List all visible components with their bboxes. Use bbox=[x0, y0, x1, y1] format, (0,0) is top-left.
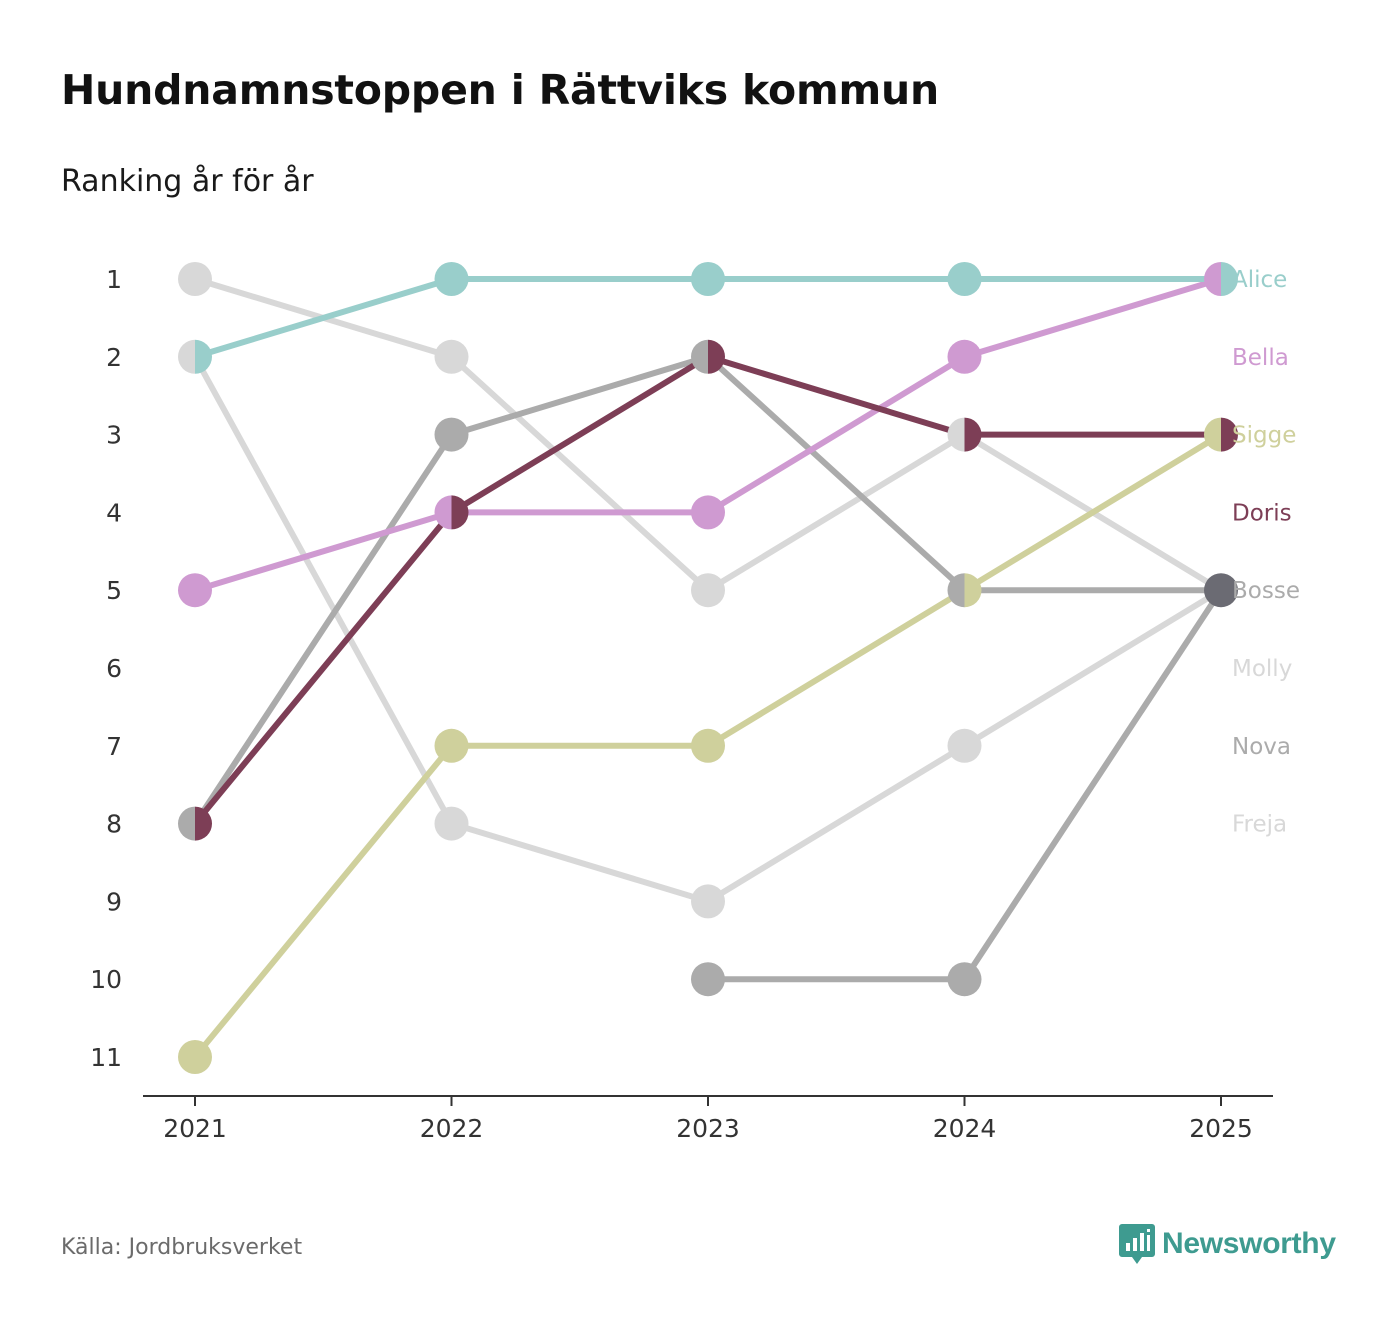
end-labels: Alice Bella Sigge Doris Bosse Molly Nova Freja bbox=[1232, 267, 1300, 838]
data-point-2023-rank-5 bbox=[691, 573, 725, 608]
brand-logo[interactable]: Newsworthy bbox=[1118, 1222, 1336, 1266]
y-tick-label-4: 4 bbox=[106, 498, 122, 527]
y-tick-label-2: 2 bbox=[106, 343, 122, 372]
end-label-bella: Bella bbox=[1232, 345, 1289, 371]
data-point-2025-rank-3 bbox=[1204, 417, 1238, 452]
y-tick-label-6: 6 bbox=[106, 654, 122, 683]
data-point-2021-rank-1 bbox=[178, 262, 212, 296]
data-point-2021-rank-2 bbox=[178, 339, 212, 374]
data-point-2021-rank-11 bbox=[178, 1040, 212, 1074]
series-line-nova bbox=[705, 587, 1224, 983]
source-note: Källa: Jordbruksverket bbox=[61, 1235, 303, 1260]
end-label-molly: Molly bbox=[1232, 656, 1292, 682]
data-point-2024-rank-7 bbox=[947, 728, 982, 763]
series-lines bbox=[192, 276, 1224, 1060]
y-tick-label-8: 8 bbox=[106, 810, 122, 839]
data-point-2024-rank-5 bbox=[947, 573, 982, 608]
data-point-2024-rank-2 bbox=[947, 339, 982, 374]
bar-chart-speech-bubble-icon bbox=[1119, 1224, 1155, 1264]
x-tick-label-2021: 2021 bbox=[163, 1114, 227, 1143]
chart-subtitle: Ranking år för år bbox=[61, 164, 314, 199]
data-point-2021-rank-8 bbox=[178, 806, 212, 841]
end-label-freja: Freja bbox=[1232, 812, 1287, 838]
end-label-alice: Alice bbox=[1232, 267, 1287, 293]
x-tick-label-2022: 2022 bbox=[420, 1114, 484, 1143]
data-point-2022-rank-1 bbox=[434, 262, 469, 296]
data-point-2023-rank-4 bbox=[691, 495, 725, 530]
end-label-bosse: Bosse bbox=[1232, 578, 1300, 604]
data-point-2022-rank-8 bbox=[434, 806, 469, 841]
y-tick-label-7: 7 bbox=[106, 732, 122, 761]
data-point-2024-rank-1 bbox=[947, 262, 982, 296]
x-tick-label-2024: 2024 bbox=[933, 1114, 997, 1143]
data-point-2023-rank-2 bbox=[691, 339, 725, 374]
end-label-sigge: Sigge bbox=[1232, 423, 1296, 449]
y-tick-label-5: 5 bbox=[106, 576, 122, 605]
data-point-2024-rank-3 bbox=[947, 417, 982, 452]
data-point-2023-rank-10 bbox=[691, 962, 725, 997]
x-axis-ticks: 2021 2022 2023 2024 2025 bbox=[163, 1096, 1253, 1143]
y-tick-label-3: 3 bbox=[106, 421, 122, 450]
y-tick-label-11: 11 bbox=[90, 1043, 122, 1072]
data-point-2022-rank-7 bbox=[434, 728, 469, 763]
series-points bbox=[178, 262, 1238, 1074]
brand-name: Newsworthy bbox=[1162, 1227, 1336, 1260]
x-tick-label-2023: 2023 bbox=[676, 1114, 740, 1143]
data-point-2024-rank-10 bbox=[947, 962, 982, 997]
end-label-doris: Doris bbox=[1232, 500, 1292, 526]
end-label-nova: Nova bbox=[1232, 734, 1291, 760]
y-axis-tick-labels: 1 2 3 4 5 6 7 8 9 10 11 bbox=[90, 265, 122, 1072]
y-tick-label-10: 10 bbox=[90, 965, 122, 994]
x-tick-label-2025: 2025 bbox=[1189, 1114, 1253, 1143]
data-point-2022-rank-3 bbox=[434, 417, 469, 452]
data-point-2023-rank-1 bbox=[691, 262, 725, 296]
data-point-2023-rank-9 bbox=[691, 884, 725, 919]
y-tick-label-9: 9 bbox=[106, 887, 122, 916]
data-point-2021-rank-5 bbox=[178, 573, 212, 608]
y-tick-label-1: 1 bbox=[106, 265, 122, 294]
data-point-2025-rank-5 bbox=[1204, 573, 1238, 608]
data-point-2022-rank-4 bbox=[434, 495, 469, 530]
data-point-2023-rank-7 bbox=[691, 728, 725, 763]
data-point-2022-rank-2 bbox=[434, 339, 469, 374]
chart-title: Hundnamnstoppen i Rättviks kommun bbox=[61, 66, 939, 114]
data-point-2025-rank-1 bbox=[1204, 262, 1238, 296]
